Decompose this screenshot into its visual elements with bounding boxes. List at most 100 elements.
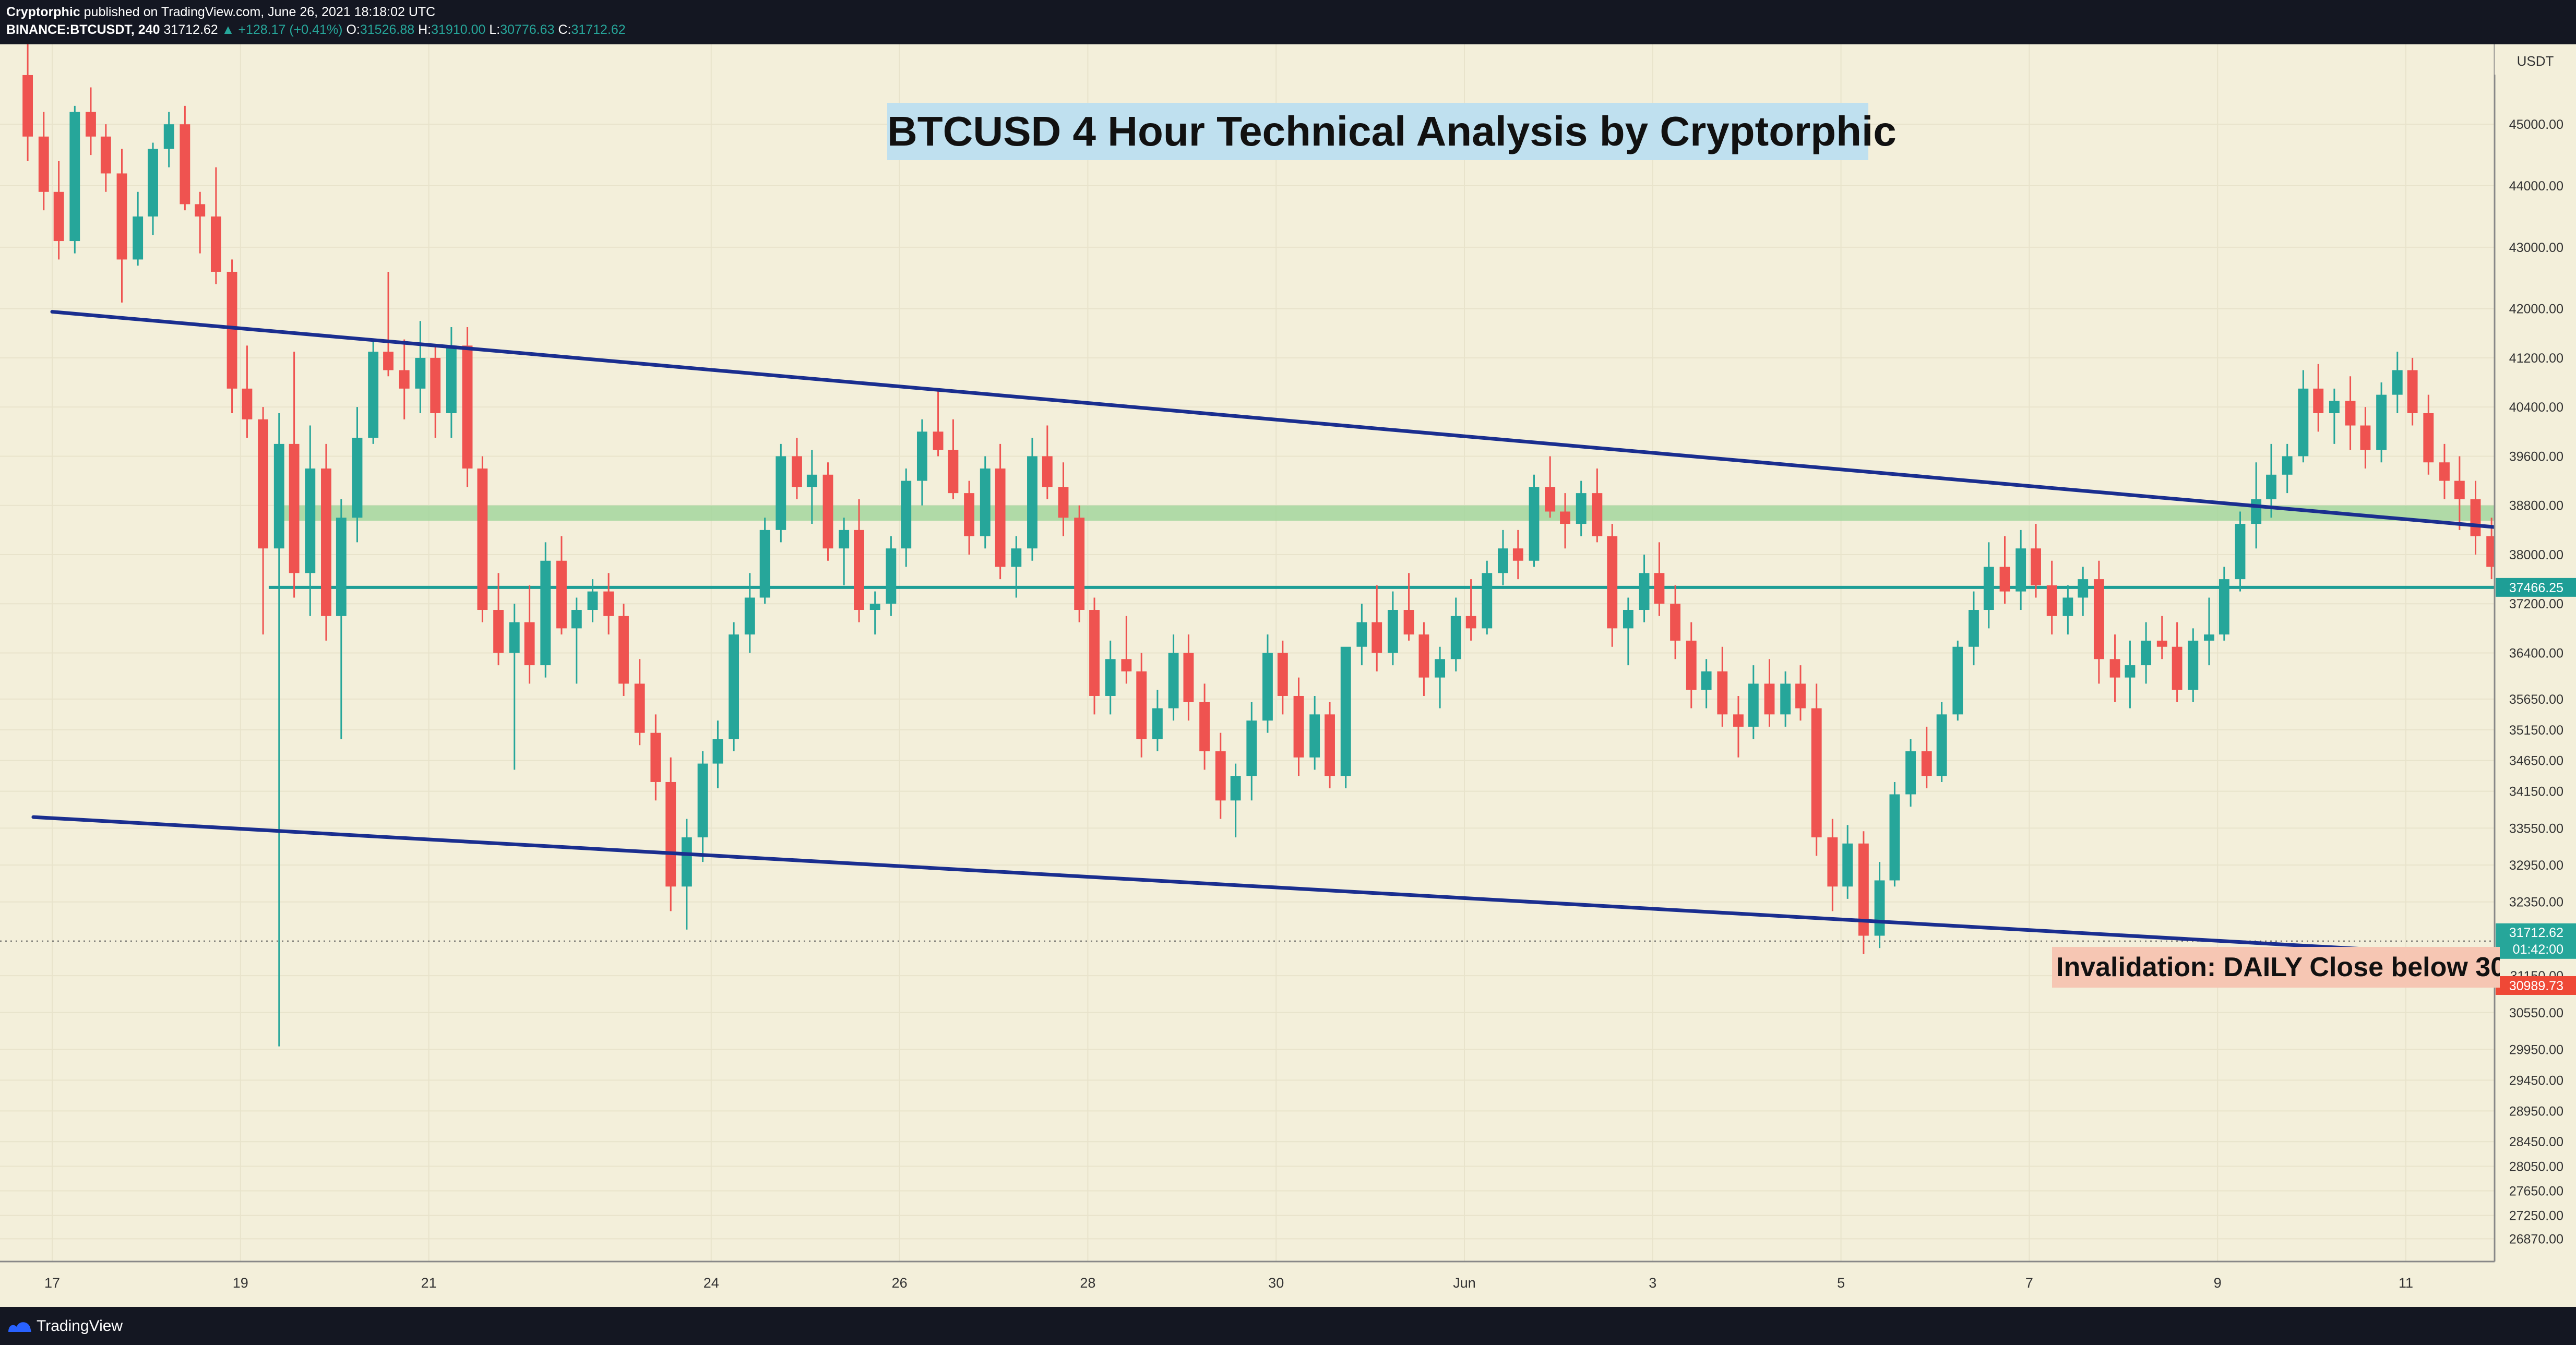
candle-up bbox=[1262, 653, 1273, 721]
candle-up bbox=[1952, 646, 1963, 715]
candle-up bbox=[1168, 653, 1179, 708]
candle-up bbox=[806, 474, 817, 487]
candle-down bbox=[399, 370, 410, 389]
currency-label: USDT bbox=[2517, 53, 2554, 69]
candle-up bbox=[509, 622, 520, 653]
candle-down bbox=[383, 352, 393, 370]
author-name[interactable]: Cryptorphic bbox=[6, 5, 80, 19]
candle-up bbox=[2016, 548, 2026, 592]
price-tick-label: 45000.00 bbox=[2509, 117, 2563, 132]
last-price-tag bbox=[2496, 923, 2576, 959]
candle-down bbox=[1418, 634, 1429, 678]
candle-down bbox=[665, 782, 676, 887]
zones-layer bbox=[278, 505, 2576, 521]
tradingview-logo-icon[interactable] bbox=[7, 1316, 32, 1335]
candle-up bbox=[697, 763, 708, 837]
time-tick-label: 26 bbox=[892, 1275, 908, 1291]
candle-down bbox=[2423, 413, 2434, 463]
invalidation-annotation: Invalidation: DAILY Close below 30989 bbox=[2052, 947, 2500, 988]
price-tick-label: 26870.00 bbox=[2509, 1232, 2563, 1246]
price-tick-label: 42000.00 bbox=[2509, 302, 2563, 317]
symbol-label[interactable]: BINANCE:BTCUSDT, 240 bbox=[6, 22, 160, 37]
candle-down bbox=[100, 136, 111, 174]
candle-up bbox=[901, 481, 912, 549]
tradingview-brand[interactable]: TradingView bbox=[37, 1317, 123, 1335]
candle-down bbox=[86, 112, 96, 137]
level-price-tag bbox=[2496, 976, 2576, 995]
candle-up bbox=[1874, 880, 1885, 936]
candle-up bbox=[712, 739, 723, 764]
ohlc-legend: BINANCE:BTCUSDT, 240 31712.62 ▲ +128.17 … bbox=[6, 21, 626, 39]
candle-up bbox=[587, 591, 598, 610]
candle-up bbox=[2062, 597, 2073, 616]
candle-down bbox=[1293, 695, 1304, 758]
level-price-tag bbox=[2496, 578, 2576, 597]
last-price-tag-text: 31712.62 bbox=[2509, 926, 2563, 940]
price-tick-label: 38000.00 bbox=[2509, 548, 2563, 562]
candle-down bbox=[1560, 511, 1570, 524]
candle-up bbox=[1027, 456, 1037, 549]
candle-down bbox=[462, 345, 473, 469]
candle-up bbox=[1529, 487, 1540, 561]
candle-up bbox=[2188, 640, 2199, 690]
price-change: ▲ +128.17 (+0.41%) bbox=[221, 22, 343, 37]
candle-up bbox=[2251, 499, 2262, 524]
candle-down bbox=[1811, 708, 1822, 837]
currency-badge-area bbox=[2495, 44, 2576, 75]
candle-up bbox=[2078, 579, 2089, 598]
candle-up bbox=[1230, 776, 1241, 801]
candle-up bbox=[1011, 548, 1022, 567]
candle-down bbox=[2470, 499, 2481, 536]
candle-up bbox=[1639, 573, 1650, 610]
price-tick-label: 29950.00 bbox=[2509, 1042, 2563, 1057]
candle-up bbox=[1387, 610, 1398, 653]
level-price-tag-text: 30989.73 bbox=[2509, 979, 2563, 993]
candle-down bbox=[477, 469, 488, 610]
candle-up bbox=[352, 438, 363, 518]
candle-up bbox=[1246, 720, 1257, 776]
candle-up bbox=[2219, 579, 2229, 635]
candle-down bbox=[1074, 518, 1085, 610]
open-value: 31526.88 bbox=[360, 22, 415, 37]
candle-up bbox=[1905, 751, 1916, 795]
countdown-tag-text: 01:42:00 bbox=[2513, 942, 2563, 957]
price-tick-label: 40400.00 bbox=[2509, 400, 2563, 415]
candle-up bbox=[540, 560, 551, 666]
candle-down bbox=[618, 616, 629, 684]
candle-up bbox=[1340, 646, 1351, 776]
candle-down bbox=[948, 450, 959, 494]
low-value: 30776.63 bbox=[500, 22, 555, 37]
candle-down bbox=[1183, 653, 1194, 702]
candle-down bbox=[1215, 751, 1226, 801]
price-chart[interactable]: 45000.00 44000.00 43000.00 42000.00 41200.00… bbox=[0, 44, 2576, 1307]
time-tick-label: 30 bbox=[1268, 1275, 1284, 1291]
candle-down bbox=[53, 191, 64, 242]
candle-up bbox=[1623, 610, 1633, 629]
support-zone bbox=[278, 505, 2576, 521]
candle-down bbox=[2313, 388, 2324, 413]
candle-down bbox=[650, 732, 661, 782]
candle-up bbox=[744, 597, 755, 635]
candle-down bbox=[2439, 462, 2450, 481]
candle-up bbox=[1482, 573, 1493, 629]
price-axis-panel[interactable] bbox=[2495, 44, 2576, 1262]
price-tick-label: 32350.00 bbox=[2509, 895, 2563, 910]
candle-up bbox=[839, 530, 850, 549]
price-tick-label: 35650.00 bbox=[2509, 692, 2563, 707]
price-tick-label: 28050.00 bbox=[2509, 1159, 2563, 1174]
price-tick-label: 41200.00 bbox=[2509, 351, 2563, 366]
price-tags: 37466.25 30989.73 31712.62 01:42:00 bbox=[2496, 578, 2576, 995]
candle-down bbox=[1827, 837, 1838, 887]
candle-down bbox=[1545, 487, 1556, 512]
time-axis-panel[interactable] bbox=[0, 1262, 2576, 1307]
candle-up bbox=[1356, 622, 1367, 647]
price-tick-label: 32950.00 bbox=[2509, 858, 2563, 873]
candle-down bbox=[1654, 573, 1665, 604]
candle-up bbox=[1983, 567, 1994, 610]
time-tick-label: 11 bbox=[2399, 1275, 2413, 1291]
channel-upper-line bbox=[50, 310, 2576, 536]
candle-down bbox=[2156, 640, 2167, 647]
candle-up bbox=[571, 610, 582, 629]
candle-up bbox=[148, 149, 158, 217]
candle-up bbox=[1450, 616, 1461, 659]
